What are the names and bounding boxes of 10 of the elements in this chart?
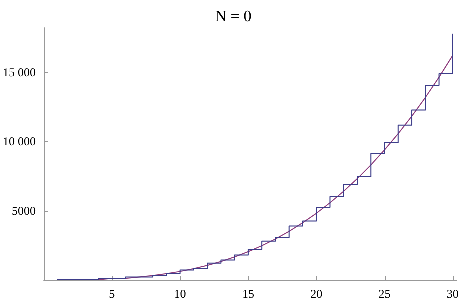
x-tick-label: 15 [242,287,254,301]
x-tick-label: 25 [378,287,391,301]
x-tick-label: 20 [310,287,323,301]
y-tick-label: 5000 [12,204,36,218]
x-tick-label: 10 [174,287,186,301]
y-tick-label: 15 000 [3,65,36,80]
chart-title: N = 0 [215,8,252,26]
x-tick-label: 5 [109,287,116,301]
x-tick-label: 30 [446,287,459,301]
y-tick-label: 10 000 [3,134,36,149]
